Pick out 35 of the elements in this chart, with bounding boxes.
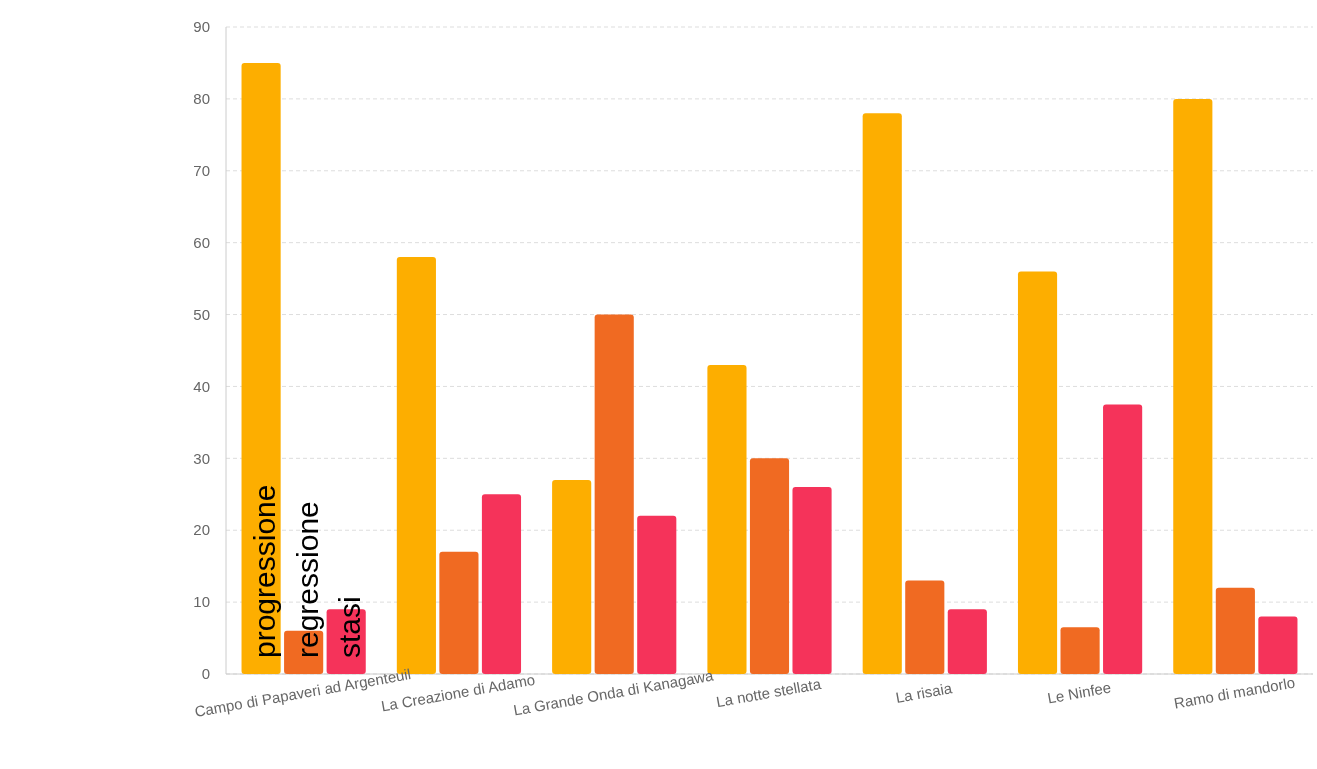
y-tick-label: 30	[193, 449, 210, 467]
bar	[947, 609, 987, 674]
bar	[1103, 404, 1143, 674]
y-tick-label: 50	[193, 305, 210, 323]
y-tick-label: 40	[193, 377, 210, 395]
y-tick-label: 20	[193, 521, 210, 539]
series-label: stasi	[333, 596, 367, 658]
x-tick-label: Le Ninfee	[1046, 678, 1113, 707]
y-tick-label: 80	[193, 90, 210, 108]
bar	[439, 551, 479, 674]
series-label: progressione	[248, 484, 282, 658]
bar	[862, 113, 902, 674]
bar	[594, 314, 634, 674]
bar	[552, 479, 592, 674]
bar	[1173, 98, 1213, 674]
bar	[241, 62, 281, 674]
x-tick-label: La risaia	[894, 679, 954, 706]
bar	[1060, 627, 1100, 674]
y-tick-label: 70	[193, 162, 210, 180]
y-tick-label: 10	[193, 593, 210, 611]
bar	[1017, 271, 1058, 674]
y-tick-label: 0	[201, 665, 210, 683]
bar	[637, 515, 677, 674]
bar	[905, 580, 945, 674]
bar	[707, 364, 747, 674]
y-tick-label: 90	[193, 18, 210, 36]
bar	[1215, 587, 1255, 674]
bar	[1258, 616, 1298, 674]
y-tick-label: 60	[193, 233, 210, 251]
bar	[749, 458, 790, 674]
text: regressione	[290, 501, 324, 658]
x-tick-label: La notte stellata	[714, 674, 823, 711]
bar	[792, 487, 832, 674]
x-tick-label: Ramo di mandorlo	[1172, 673, 1297, 712]
bar	[481, 494, 522, 674]
